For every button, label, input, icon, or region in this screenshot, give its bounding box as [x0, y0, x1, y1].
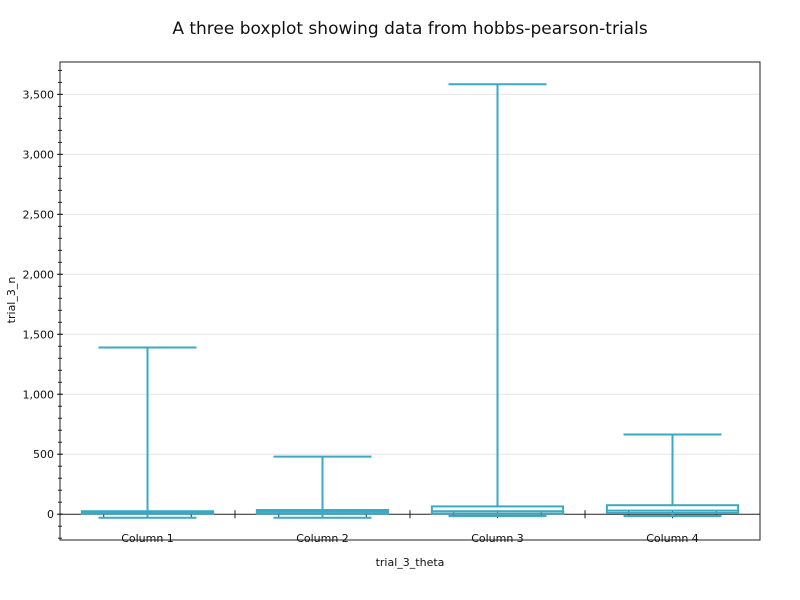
x-tick-label: Column 2: [296, 532, 349, 545]
box-iqr: [605, 504, 740, 515]
x-tick-label: Column 3: [471, 532, 524, 545]
box-2: [255, 455, 390, 519]
x-tick-label: Column 1: [121, 532, 174, 545]
y-tick-label: 2,500: [23, 208, 55, 221]
y-tick-label: 1,500: [23, 328, 55, 341]
boxes: [80, 83, 740, 519]
box-4: [605, 433, 740, 518]
box-iqr: [430, 505, 565, 515]
y-tick-label: 2,000: [23, 268, 55, 281]
y-tick-label: 3,500: [23, 88, 55, 101]
box-3: [430, 83, 565, 518]
plot-frame: [59, 61, 761, 541]
y-axis-label: trial_3_n: [5, 277, 18, 324]
y-tick-label: 3,000: [23, 148, 55, 161]
y-axis: 0 500 1,000 1,500 2,000 2,500 3,000 3,500: [23, 69, 63, 539]
y-tick-label: 1,000: [23, 388, 55, 401]
x-tick-label: Column 4: [646, 532, 699, 545]
box-1: [80, 346, 215, 519]
y-tick-label: 0: [47, 508, 54, 521]
gridlines: [60, 93, 760, 455]
x-axis-label: trial_3_theta: [376, 556, 445, 569]
chart-title: A three boxplot showing data from hobbs-…: [172, 19, 648, 39]
x-axis: Column 1 Column 2 Column 3 Column 4: [103, 510, 717, 545]
y-tick-label: 500: [33, 448, 54, 461]
